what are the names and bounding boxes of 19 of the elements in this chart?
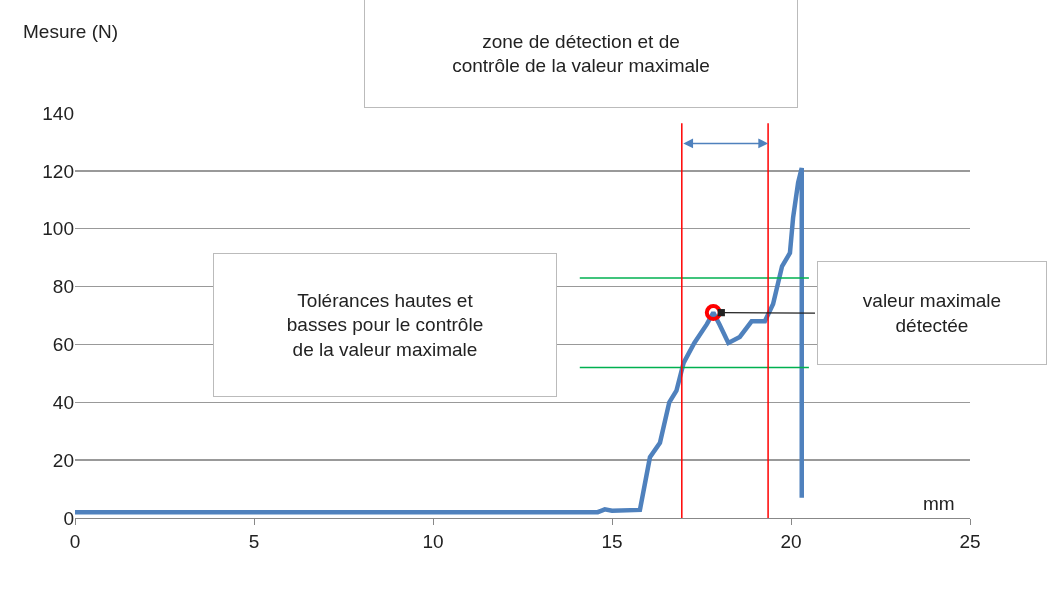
y-tick-label: 20 [52, 449, 74, 471]
x-tick-label: 15 [601, 530, 623, 552]
y-tick-label: 60 [52, 334, 74, 356]
x-tick-label: 5 [248, 530, 260, 552]
y-tick-label: 40 [52, 391, 74, 413]
y-tick-label: 120 [42, 160, 74, 182]
line-series [75, 165, 804, 515]
x-tick-label: 20 [780, 530, 802, 552]
annotation: Tolérances hautes et basses pour le contrôle de la valeur maximale [286, 289, 484, 361]
y-tick-label: 100 [42, 218, 74, 240]
y-axis-title: Mesure (N) [23, 21, 119, 42]
x-axis-title: mm [923, 493, 955, 514]
y-tick-label: 80 [52, 276, 74, 298]
annotation: valeur maximale détectée [862, 290, 1002, 336]
y-tick-label: 140 [42, 102, 74, 124]
x-tick-label: 10 [422, 530, 444, 552]
x-tick-label: 25 [959, 530, 981, 552]
y-tick-label: 0 [63, 507, 74, 529]
text: zone de détection et de contrôle de la valeur maximale [452, 30, 710, 77]
